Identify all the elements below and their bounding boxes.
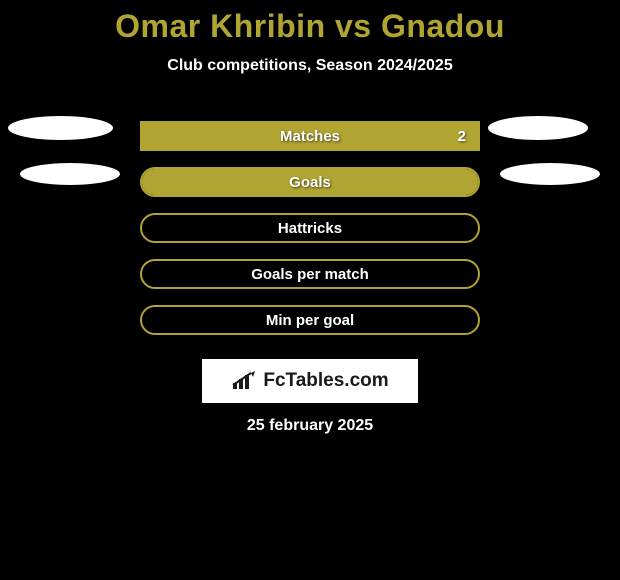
logo-text: FcTables.com — [263, 370, 388, 392]
stat-value: 2 — [458, 128, 466, 145]
bar-chart-icon — [231, 371, 259, 391]
stat-label: Hattricks — [278, 220, 342, 237]
page-title: Omar Khribin vs Gnadou — [0, 8, 620, 45]
stat-bar: Goals per match — [140, 259, 480, 289]
right-ellipse — [500, 163, 600, 185]
stat-row: Hattricks — [0, 205, 620, 251]
stat-bar: Min per goal — [140, 305, 480, 335]
stat-row: Goals per match — [0, 251, 620, 297]
logo: FcTables.com — [231, 370, 388, 392]
stat-bar: Matches 2 — [140, 121, 480, 151]
stat-label: Min per goal — [266, 312, 354, 329]
comparison-infographic: Omar Khribin vs Gnadou Club competitions… — [0, 0, 620, 435]
stat-label: Goals per match — [251, 266, 369, 283]
subtitle: Club competitions, Season 2024/2025 — [0, 57, 620, 75]
stat-rows: Matches 2 Goals Hattricks Goals per match Min… — [0, 113, 620, 343]
left-ellipse — [20, 163, 120, 185]
date-label: 25 february 2025 — [0, 417, 620, 435]
stat-bar: Hattricks — [140, 213, 480, 243]
right-ellipse — [488, 116, 588, 140]
stat-label: Matches — [280, 128, 340, 145]
left-ellipse — [8, 116, 113, 140]
logo-box: FcTables.com — [202, 359, 418, 403]
stat-row: Matches 2 — [0, 113, 620, 159]
stat-label: Goals — [289, 174, 331, 191]
stat-row: Min per goal — [0, 297, 620, 343]
stat-row: Goals — [0, 159, 620, 205]
stat-bar: Goals — [140, 167, 480, 197]
